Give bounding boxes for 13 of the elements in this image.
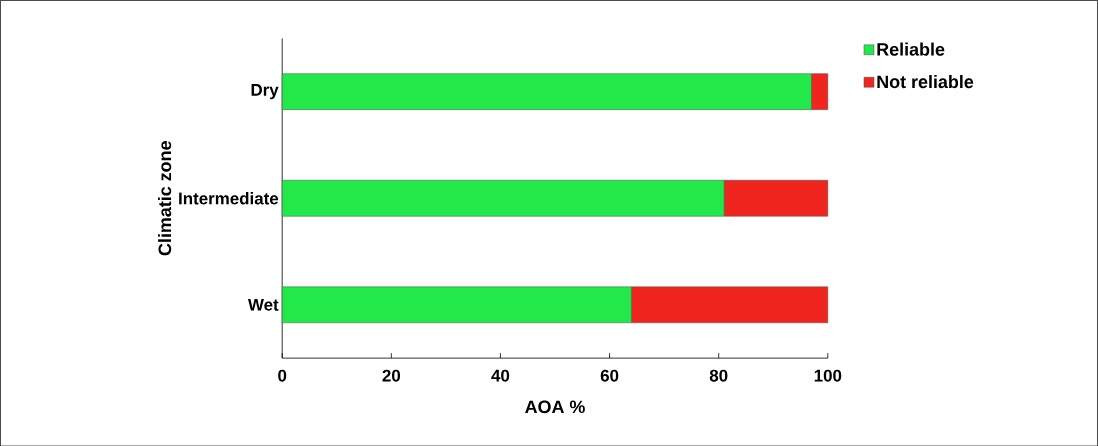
x-tick-label: 40 xyxy=(491,369,510,382)
y-tick-label: Wet xyxy=(247,298,279,311)
y-tick-label: Intermediate xyxy=(179,191,279,205)
x-tick-label: 80 xyxy=(709,369,728,382)
legend-label: Not reliable xyxy=(877,74,974,88)
x-tick-label: 0 xyxy=(278,369,287,382)
legend-label: Reliable xyxy=(877,42,945,56)
y-tick-label: Dry xyxy=(251,83,279,99)
x-tick-label: 100 xyxy=(814,369,842,382)
x-axis-title: AOA % xyxy=(525,400,585,413)
y-axis-title: Climatic zone xyxy=(158,140,172,256)
x-tick-label: 60 xyxy=(600,369,619,382)
x-tick-label: 20 xyxy=(382,369,401,382)
